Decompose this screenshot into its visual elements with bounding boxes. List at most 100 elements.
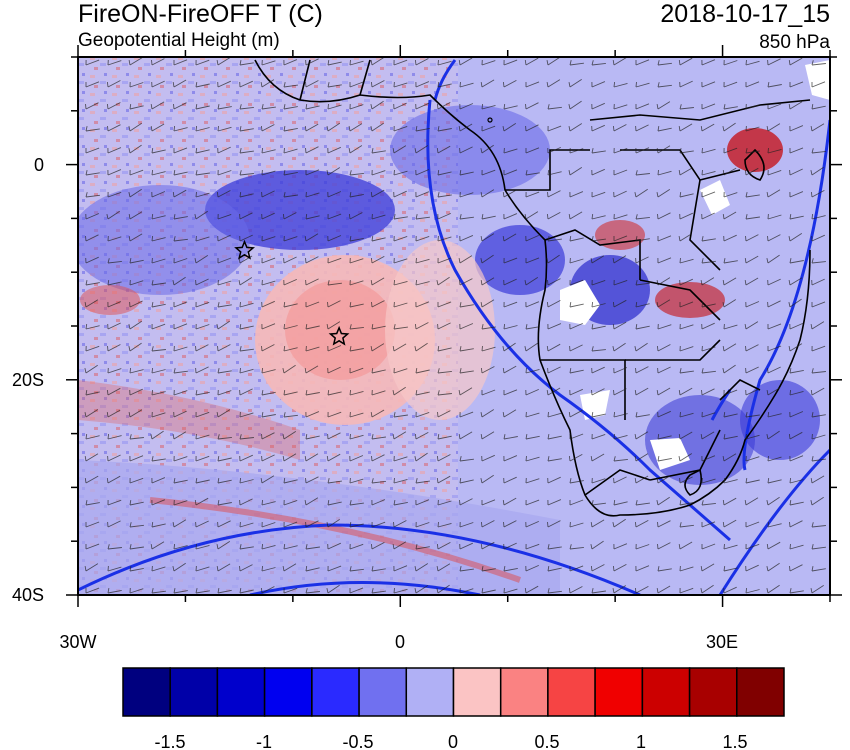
wind-barb-flag: [349, 499, 352, 506]
wind-barb: [85, 194, 100, 198]
wind-barb: [481, 254, 494, 264]
colorbar-label-1.5: 1.5: [722, 732, 747, 750]
wind-barb: [173, 456, 188, 462]
wind-barb: [503, 169, 518, 176]
wind-barb-flag: [766, 500, 769, 506]
wind-barb: [723, 567, 738, 572]
wind-barb: [701, 148, 716, 154]
wind-barb-flag: [503, 521, 505, 528]
colorbar: [122, 667, 785, 717]
wind-barb: [173, 590, 188, 594]
wind-barb: [613, 388, 627, 396]
wind-barb-flag: [128, 214, 131, 220]
wind-barb-flag: [656, 500, 659, 506]
wind-barb-flag: [722, 302, 725, 308]
wind-barb: [503, 567, 518, 572]
wind-barb-flag: [260, 478, 263, 484]
wind-barb: [569, 388, 583, 396]
wind-barb: [767, 366, 781, 374]
wind-barb: [701, 521, 716, 528]
wind-barb: [151, 541, 165, 550]
wind-barb: [151, 282, 166, 286]
wind-barb-flag: [172, 522, 175, 528]
wind-barb-flag: [481, 345, 483, 352]
wind-barb-flag: [612, 522, 615, 528]
wind-barb-flag: [546, 213, 549, 220]
wind-barb-flag: [305, 81, 307, 88]
wind-barb: [745, 434, 760, 440]
wind-barb-flag: [326, 455, 329, 462]
wind-barb: [811, 496, 824, 506]
wind-barb-flag: [106, 103, 109, 110]
wind-barb-flag: [106, 81, 109, 88]
wind-barb: [129, 169, 144, 176]
wind-barb: [415, 546, 430, 550]
wind-barb: [767, 323, 782, 330]
wind-barb-flag: [326, 126, 329, 132]
wind-barb: [503, 365, 517, 374]
wind-barb-flag: [415, 477, 418, 484]
wind-barb-flag: [547, 588, 550, 594]
wind-barb: [217, 479, 232, 484]
wind-barb: [745, 104, 760, 110]
wind-barb: [129, 455, 144, 462]
wind-barb: [327, 501, 342, 506]
wind-barb-flag: [172, 82, 175, 88]
wind-barb: [415, 81, 430, 88]
wind-barb-flag: [591, 148, 594, 154]
wind-barb: [613, 434, 628, 440]
wind-barb: [745, 81, 760, 88]
wind-barb: [283, 194, 298, 198]
wind-barb-flag: [129, 566, 132, 572]
wind-barb: [173, 147, 188, 154]
wind-barb: [393, 170, 408, 176]
wind-barb: [173, 276, 186, 286]
wind-barb: [569, 167, 583, 176]
wind-barb-flag: [811, 543, 814, 550]
wind-barb: [525, 368, 540, 374]
wind-barb-flag: [283, 126, 286, 132]
wind-barb: [393, 343, 407, 352]
wind-barb: [415, 102, 429, 110]
wind-barb-flag: [480, 543, 483, 550]
wind-barb: [547, 300, 561, 308]
wind-barb-flag: [151, 367, 154, 374]
wind-barb: [283, 587, 298, 594]
wind-barb-flag: [129, 522, 132, 528]
wind-barb-flag: [239, 147, 242, 154]
wind-barb-flag: [568, 170, 571, 176]
wind-barb: [305, 278, 319, 286]
wind-barb: [745, 589, 760, 594]
wind-barb: [305, 411, 320, 418]
wind-barb-flag: [84, 302, 87, 308]
wind-barb: [305, 233, 319, 242]
wind-barb: [811, 166, 824, 176]
wind-barb-flag: [657, 566, 660, 572]
wind-barb: [305, 476, 319, 484]
lon-label-30e: 30E: [706, 632, 738, 652]
wind-barb: [745, 167, 759, 176]
wind-barb: [525, 435, 540, 440]
wind-barb: [767, 413, 782, 418]
wind-barb: [349, 390, 364, 396]
wind-barb-flag: [635, 412, 638, 418]
wind-barb: [371, 189, 385, 198]
wind-barb: [591, 150, 606, 154]
wind-barb-flag: [547, 104, 550, 110]
wind-barb: [767, 123, 781, 132]
wind-barb-flag: [349, 389, 352, 396]
wind-barb: [151, 323, 166, 330]
wind-barb-flag: [745, 235, 747, 242]
wind-barb-flag: [415, 257, 417, 264]
wind-barb: [679, 212, 693, 220]
wind-barb-flag: [612, 125, 615, 132]
wind-barb-flag: [810, 500, 813, 506]
wind-barb-flag: [151, 280, 154, 286]
wind-barb-flag: [217, 104, 220, 110]
wind-barb-flag: [370, 280, 373, 286]
wind-barb: [393, 414, 408, 418]
wind-barb: [195, 324, 210, 330]
wind-barb: [767, 300, 781, 308]
wind-barb: [261, 236, 276, 242]
wind-barb: [305, 346, 320, 352]
